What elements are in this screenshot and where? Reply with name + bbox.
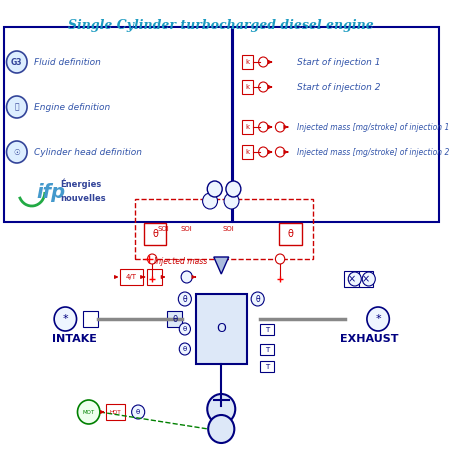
Text: ☉: ☉ — [13, 147, 20, 156]
Text: Injected mass [mg/stroke] of injection 1: Injected mass [mg/stroke] of injection 1 — [297, 122, 449, 131]
Circle shape — [275, 254, 285, 264]
FancyBboxPatch shape — [167, 311, 182, 327]
Text: EXHAUST: EXHAUST — [339, 334, 398, 344]
Text: ifp: ifp — [36, 182, 65, 201]
Text: θ: θ — [183, 346, 187, 352]
FancyBboxPatch shape — [358, 271, 374, 287]
FancyBboxPatch shape — [242, 120, 253, 134]
Circle shape — [259, 82, 268, 92]
Circle shape — [179, 343, 191, 355]
Text: θ: θ — [172, 315, 177, 323]
Circle shape — [179, 323, 191, 335]
Text: *: * — [63, 314, 68, 324]
Circle shape — [275, 147, 285, 157]
Circle shape — [7, 51, 27, 73]
Text: SOI: SOI — [157, 226, 169, 232]
Circle shape — [77, 400, 100, 424]
FancyBboxPatch shape — [261, 324, 273, 335]
Text: k: k — [246, 124, 249, 130]
FancyBboxPatch shape — [144, 223, 166, 245]
Text: G3: G3 — [11, 57, 23, 66]
Circle shape — [208, 415, 234, 443]
Circle shape — [181, 271, 192, 283]
Text: θ: θ — [182, 294, 187, 303]
FancyBboxPatch shape — [242, 80, 253, 94]
Circle shape — [207, 394, 235, 424]
Text: k: k — [246, 149, 249, 155]
Text: Start of injection 1: Start of injection 1 — [297, 57, 380, 66]
Text: θ: θ — [287, 229, 293, 239]
FancyBboxPatch shape — [242, 55, 253, 69]
Circle shape — [7, 141, 27, 163]
FancyBboxPatch shape — [83, 311, 98, 327]
Text: ×: × — [362, 274, 370, 284]
Circle shape — [7, 96, 27, 118]
Circle shape — [224, 193, 239, 209]
FancyBboxPatch shape — [233, 27, 439, 222]
Circle shape — [367, 307, 389, 331]
Text: SOI: SOI — [181, 226, 192, 232]
Polygon shape — [214, 257, 229, 274]
FancyBboxPatch shape — [120, 269, 143, 285]
Circle shape — [178, 292, 191, 306]
FancyBboxPatch shape — [146, 269, 162, 285]
Circle shape — [226, 181, 241, 197]
Circle shape — [132, 405, 145, 419]
Circle shape — [259, 57, 268, 67]
Text: θ: θ — [255, 294, 260, 303]
FancyBboxPatch shape — [4, 27, 232, 222]
FancyBboxPatch shape — [279, 223, 301, 245]
Circle shape — [147, 254, 157, 264]
Circle shape — [275, 122, 285, 132]
Circle shape — [259, 122, 268, 132]
Text: *: * — [375, 314, 381, 324]
Text: k: k — [246, 84, 249, 90]
Text: k: k — [246, 59, 249, 65]
Circle shape — [207, 181, 222, 197]
Text: Énergies: Énergies — [60, 179, 101, 189]
Text: ⛯: ⛯ — [15, 102, 19, 111]
Text: nouvelles: nouvelles — [60, 193, 105, 202]
Text: O: O — [216, 322, 226, 336]
Text: MOT: MOT — [82, 410, 95, 414]
Text: θ: θ — [152, 229, 158, 239]
Text: Engine definition: Engine definition — [34, 102, 110, 111]
Text: SOI: SOI — [223, 226, 235, 232]
Circle shape — [348, 272, 361, 286]
Text: Single Cylinder turbocharged diesel engine: Single Cylinder turbocharged diesel engi… — [68, 19, 374, 32]
Text: HOT: HOT — [110, 410, 121, 414]
Text: INTAKE: INTAKE — [52, 334, 97, 344]
Text: Cylinder head definition: Cylinder head definition — [34, 147, 142, 156]
Text: T: T — [265, 364, 269, 370]
Circle shape — [362, 272, 375, 286]
Circle shape — [251, 292, 264, 306]
FancyBboxPatch shape — [261, 361, 273, 372]
Circle shape — [54, 307, 77, 331]
Text: θ: θ — [136, 409, 140, 415]
Text: Injected mass [mg/stroke] of injection 2: Injected mass [mg/stroke] of injection 2 — [297, 147, 449, 156]
FancyBboxPatch shape — [242, 145, 253, 159]
Text: 4/T: 4/T — [126, 274, 137, 280]
FancyBboxPatch shape — [196, 294, 247, 364]
Circle shape — [259, 147, 268, 157]
FancyBboxPatch shape — [261, 344, 273, 355]
Text: Injected mass: Injected mass — [154, 256, 207, 265]
Text: Fluid definition: Fluid definition — [34, 57, 100, 66]
Text: Start of injection 2: Start of injection 2 — [297, 82, 380, 91]
FancyBboxPatch shape — [345, 271, 359, 287]
Text: θ: θ — [183, 326, 187, 332]
FancyBboxPatch shape — [107, 404, 125, 420]
Circle shape — [202, 193, 218, 209]
Text: T: T — [265, 327, 269, 333]
Text: T: T — [265, 347, 269, 353]
Text: ×: × — [348, 274, 356, 284]
